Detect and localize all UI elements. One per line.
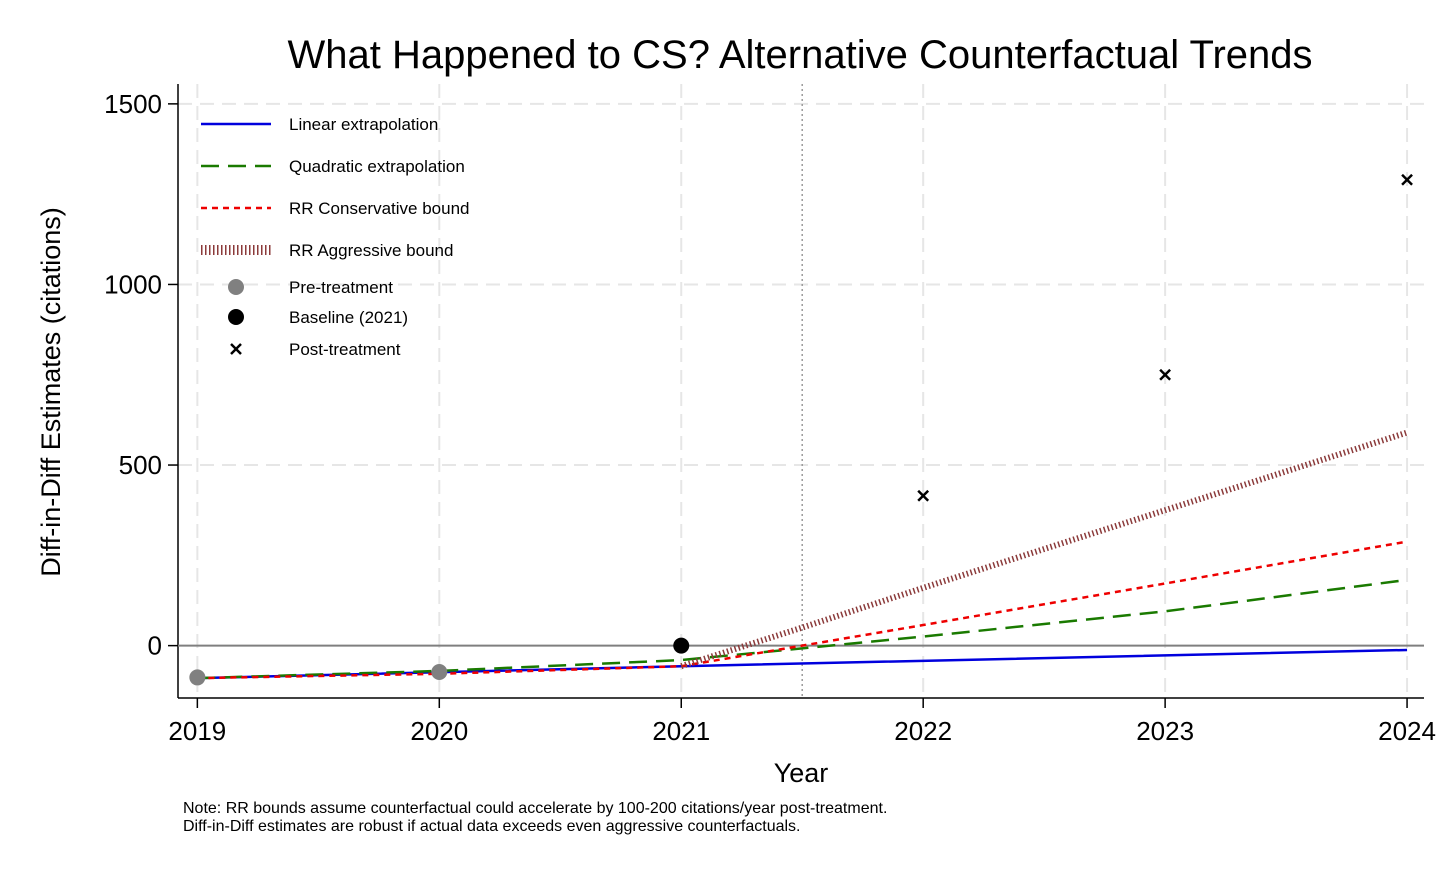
footnote-line-1: Note: RR bounds assume counterfactual co… (183, 800, 888, 817)
x-tick-label: 2019 (168, 716, 226, 746)
data-point (431, 663, 448, 680)
legend-swatch (228, 309, 244, 325)
legend-swatch (228, 279, 244, 295)
legend-swatch (230, 343, 242, 355)
legend-label: Post-treatment (289, 340, 401, 359)
legend-entry: Post-treatment (230, 340, 401, 359)
data-point (917, 489, 930, 502)
chart-title: What Happened to CS? Alternative Counter… (287, 33, 1312, 77)
legend-entry: Linear extrapolation (201, 115, 438, 134)
data-point (189, 669, 206, 686)
footnote-line-2: Diff-in-Diff estimates are robust if act… (183, 818, 801, 835)
legend-label: Pre-treatment (289, 278, 393, 297)
y-tick-label: 1000 (104, 269, 162, 299)
x-tick-label: 2023 (1136, 716, 1194, 746)
x-tick-label: 2022 (894, 716, 952, 746)
x-tick-label: 2020 (410, 716, 468, 746)
data-point (1159, 368, 1172, 381)
series-line (680, 429, 1408, 670)
x-tick-label: 2024 (1378, 716, 1436, 746)
legend-entry: RR Conservative bound (201, 199, 469, 218)
legend-entry: Pre-treatment (228, 278, 393, 297)
legend-label: RR Aggressive bound (289, 241, 453, 260)
legend-label: RR Conservative bound (289, 199, 469, 218)
y-axis-label: Diff-in-Diff Estimates (citations) (36, 207, 66, 577)
cross-stroke (1401, 173, 1413, 186)
y-tick-label: 500 (119, 450, 162, 480)
cross-stroke (1159, 368, 1172, 381)
legend-entry: RR Aggressive bound (201, 241, 453, 260)
grid (178, 84, 1424, 698)
legend-entry: Baseline (2021) (228, 308, 408, 327)
marker-layer (189, 173, 1413, 686)
cross-stroke (917, 489, 930, 502)
x-tick-label: 2021 (652, 716, 710, 746)
legend-label: Baseline (2021) (289, 308, 408, 327)
series-line (197, 578, 1408, 680)
series-layer (197, 429, 1408, 680)
x-axis-label: Year (774, 758, 829, 788)
y-tick-label: 1500 (104, 89, 162, 119)
legend-label: Linear extrapolation (289, 115, 438, 134)
axes: 0 500 1000 1500 2019 2020 2021 2022 2023 2024 (104, 84, 1436, 746)
y-tick-label: 0 (148, 631, 162, 661)
legend-label: Quadratic extrapolation (289, 157, 465, 176)
data-point (1401, 173, 1413, 186)
data-point (673, 637, 690, 654)
legend: Linear extrapolation Quadratic extrapolat… (201, 115, 469, 359)
series-line (197, 540, 1408, 680)
legend-entry: Quadratic extrapolation (201, 157, 465, 176)
